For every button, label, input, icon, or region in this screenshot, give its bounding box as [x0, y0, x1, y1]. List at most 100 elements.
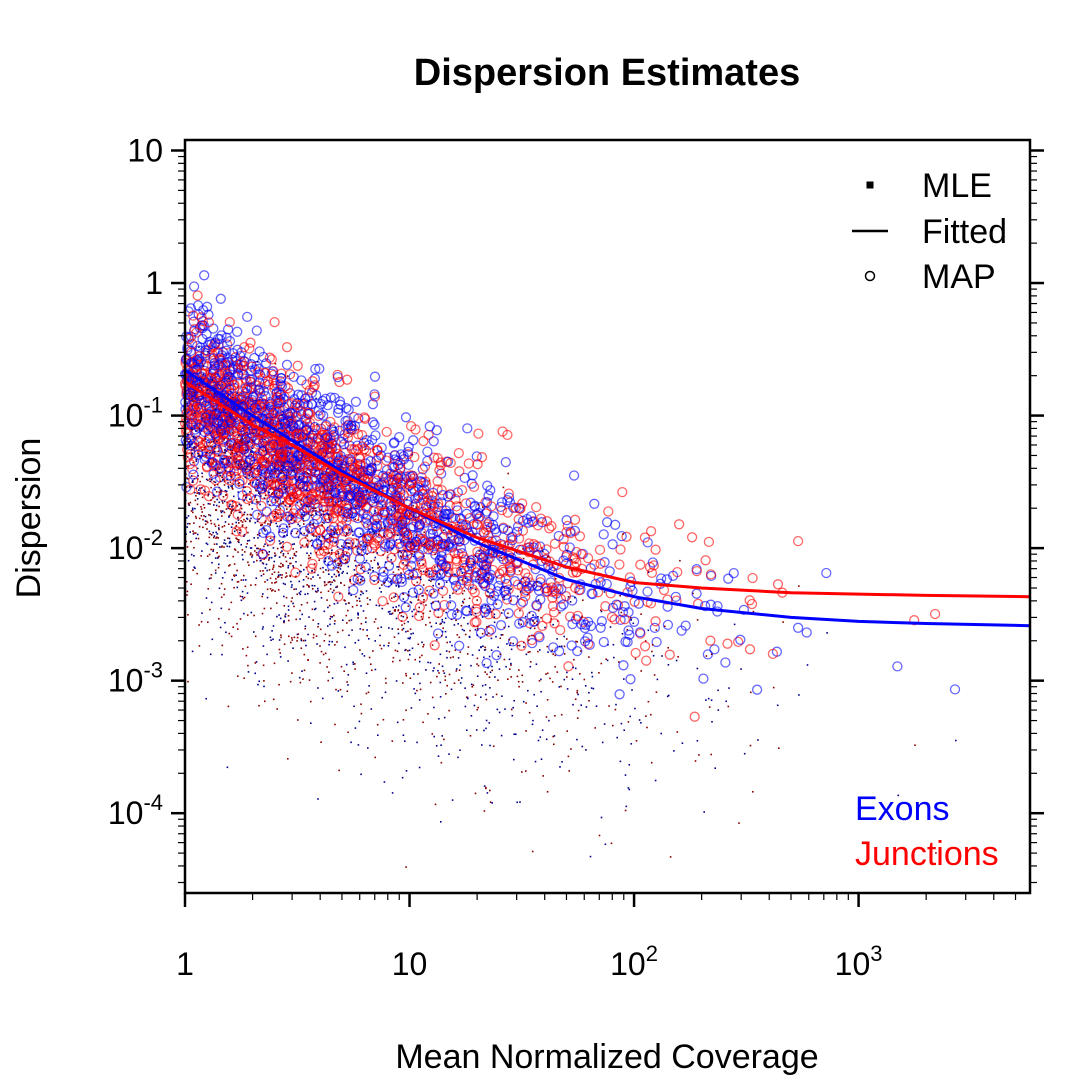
mle-point — [537, 650, 539, 653]
mle-point — [345, 663, 348, 666]
mle-point — [360, 590, 362, 593]
mle-point — [187, 433, 189, 436]
mle-point — [256, 547, 258, 550]
mle-point — [189, 418, 191, 421]
map-point — [398, 454, 410, 465]
mle-point — [298, 441, 300, 444]
mle-point — [414, 518, 417, 521]
map-point — [537, 620, 548, 632]
mle-point — [320, 591, 322, 594]
mle-point — [407, 621, 409, 623]
mle-point — [373, 532, 376, 534]
mle-point — [536, 705, 538, 707]
mle-point — [351, 530, 354, 533]
map-point — [191, 327, 202, 338]
mle-point — [327, 563, 330, 566]
mle-point — [422, 584, 425, 586]
mle-point — [377, 627, 379, 630]
map-point — [450, 567, 461, 578]
mle-point — [287, 758, 289, 760]
mle-point — [287, 565, 290, 567]
mle-point — [464, 687, 466, 689]
mle-point — [439, 681, 442, 684]
mle-point — [293, 554, 296, 556]
mle-point — [279, 574, 282, 576]
mle-point — [223, 593, 225, 596]
map-point — [307, 558, 318, 570]
mle-point — [418, 766, 421, 769]
map-point — [343, 539, 354, 550]
map-point — [598, 636, 609, 648]
mle-point — [196, 572, 198, 575]
mle-point — [519, 801, 521, 803]
mle-point — [423, 643, 425, 646]
map-point — [432, 628, 444, 639]
mle-point — [359, 581, 362, 584]
map-point — [279, 463, 290, 474]
map-point — [589, 498, 600, 509]
mle-point — [293, 636, 296, 639]
mle-point — [237, 519, 240, 521]
mle-point — [574, 591, 577, 594]
mle-point — [268, 559, 270, 561]
mle-point — [694, 760, 697, 762]
mle-point — [438, 672, 440, 674]
map-point — [503, 550, 515, 561]
mle-point — [458, 669, 461, 671]
map-point — [584, 639, 595, 651]
mle-point — [204, 520, 207, 522]
mle-point — [341, 545, 343, 547]
map-point — [513, 502, 525, 514]
mle-point — [264, 494, 267, 497]
mle-point — [221, 526, 224, 528]
map-point — [368, 506, 379, 517]
mle-point — [667, 664, 670, 666]
mle-point — [306, 505, 308, 508]
mle-point — [354, 663, 356, 665]
mle-point — [452, 592, 454, 595]
map-point — [276, 373, 287, 384]
mle-point — [270, 556, 273, 559]
mle-point — [213, 523, 216, 525]
mle-point — [209, 514, 212, 517]
mle-point — [292, 469, 295, 471]
mle-point — [286, 508, 288, 510]
mle-point — [494, 676, 496, 678]
mle-point — [425, 571, 428, 573]
map-point — [187, 463, 198, 475]
mle-point — [312, 522, 314, 525]
mle-point — [519, 582, 521, 584]
mle-point — [569, 601, 572, 603]
mle-point — [627, 721, 630, 723]
mle-point — [348, 542, 350, 545]
mle-point — [366, 629, 368, 631]
mle-point — [434, 803, 437, 806]
mle-point — [545, 716, 548, 718]
mle-point — [826, 632, 828, 634]
mle-point — [248, 539, 251, 542]
mle-point — [266, 596, 269, 599]
mle-point — [239, 618, 242, 620]
map-point — [467, 584, 478, 595]
mle-point — [429, 681, 432, 684]
mle-point — [275, 578, 277, 580]
mle-point — [532, 614, 534, 616]
mle-point — [552, 653, 554, 655]
mle-point — [324, 519, 327, 521]
map-point — [503, 488, 514, 499]
mle-point — [262, 570, 264, 572]
mle-point — [705, 655, 708, 657]
mle-point — [216, 483, 219, 486]
map-point — [181, 408, 192, 419]
mle-point — [422, 721, 424, 724]
mle-point — [249, 419, 251, 421]
mle-point — [527, 651, 530, 653]
map-point — [257, 393, 268, 404]
map-point — [465, 555, 477, 566]
mle-point — [537, 609, 540, 612]
mle-point — [474, 612, 477, 615]
mle-point — [624, 774, 627, 776]
mle-point — [591, 671, 593, 674]
mle-point — [516, 644, 519, 647]
mle-point — [216, 440, 218, 443]
